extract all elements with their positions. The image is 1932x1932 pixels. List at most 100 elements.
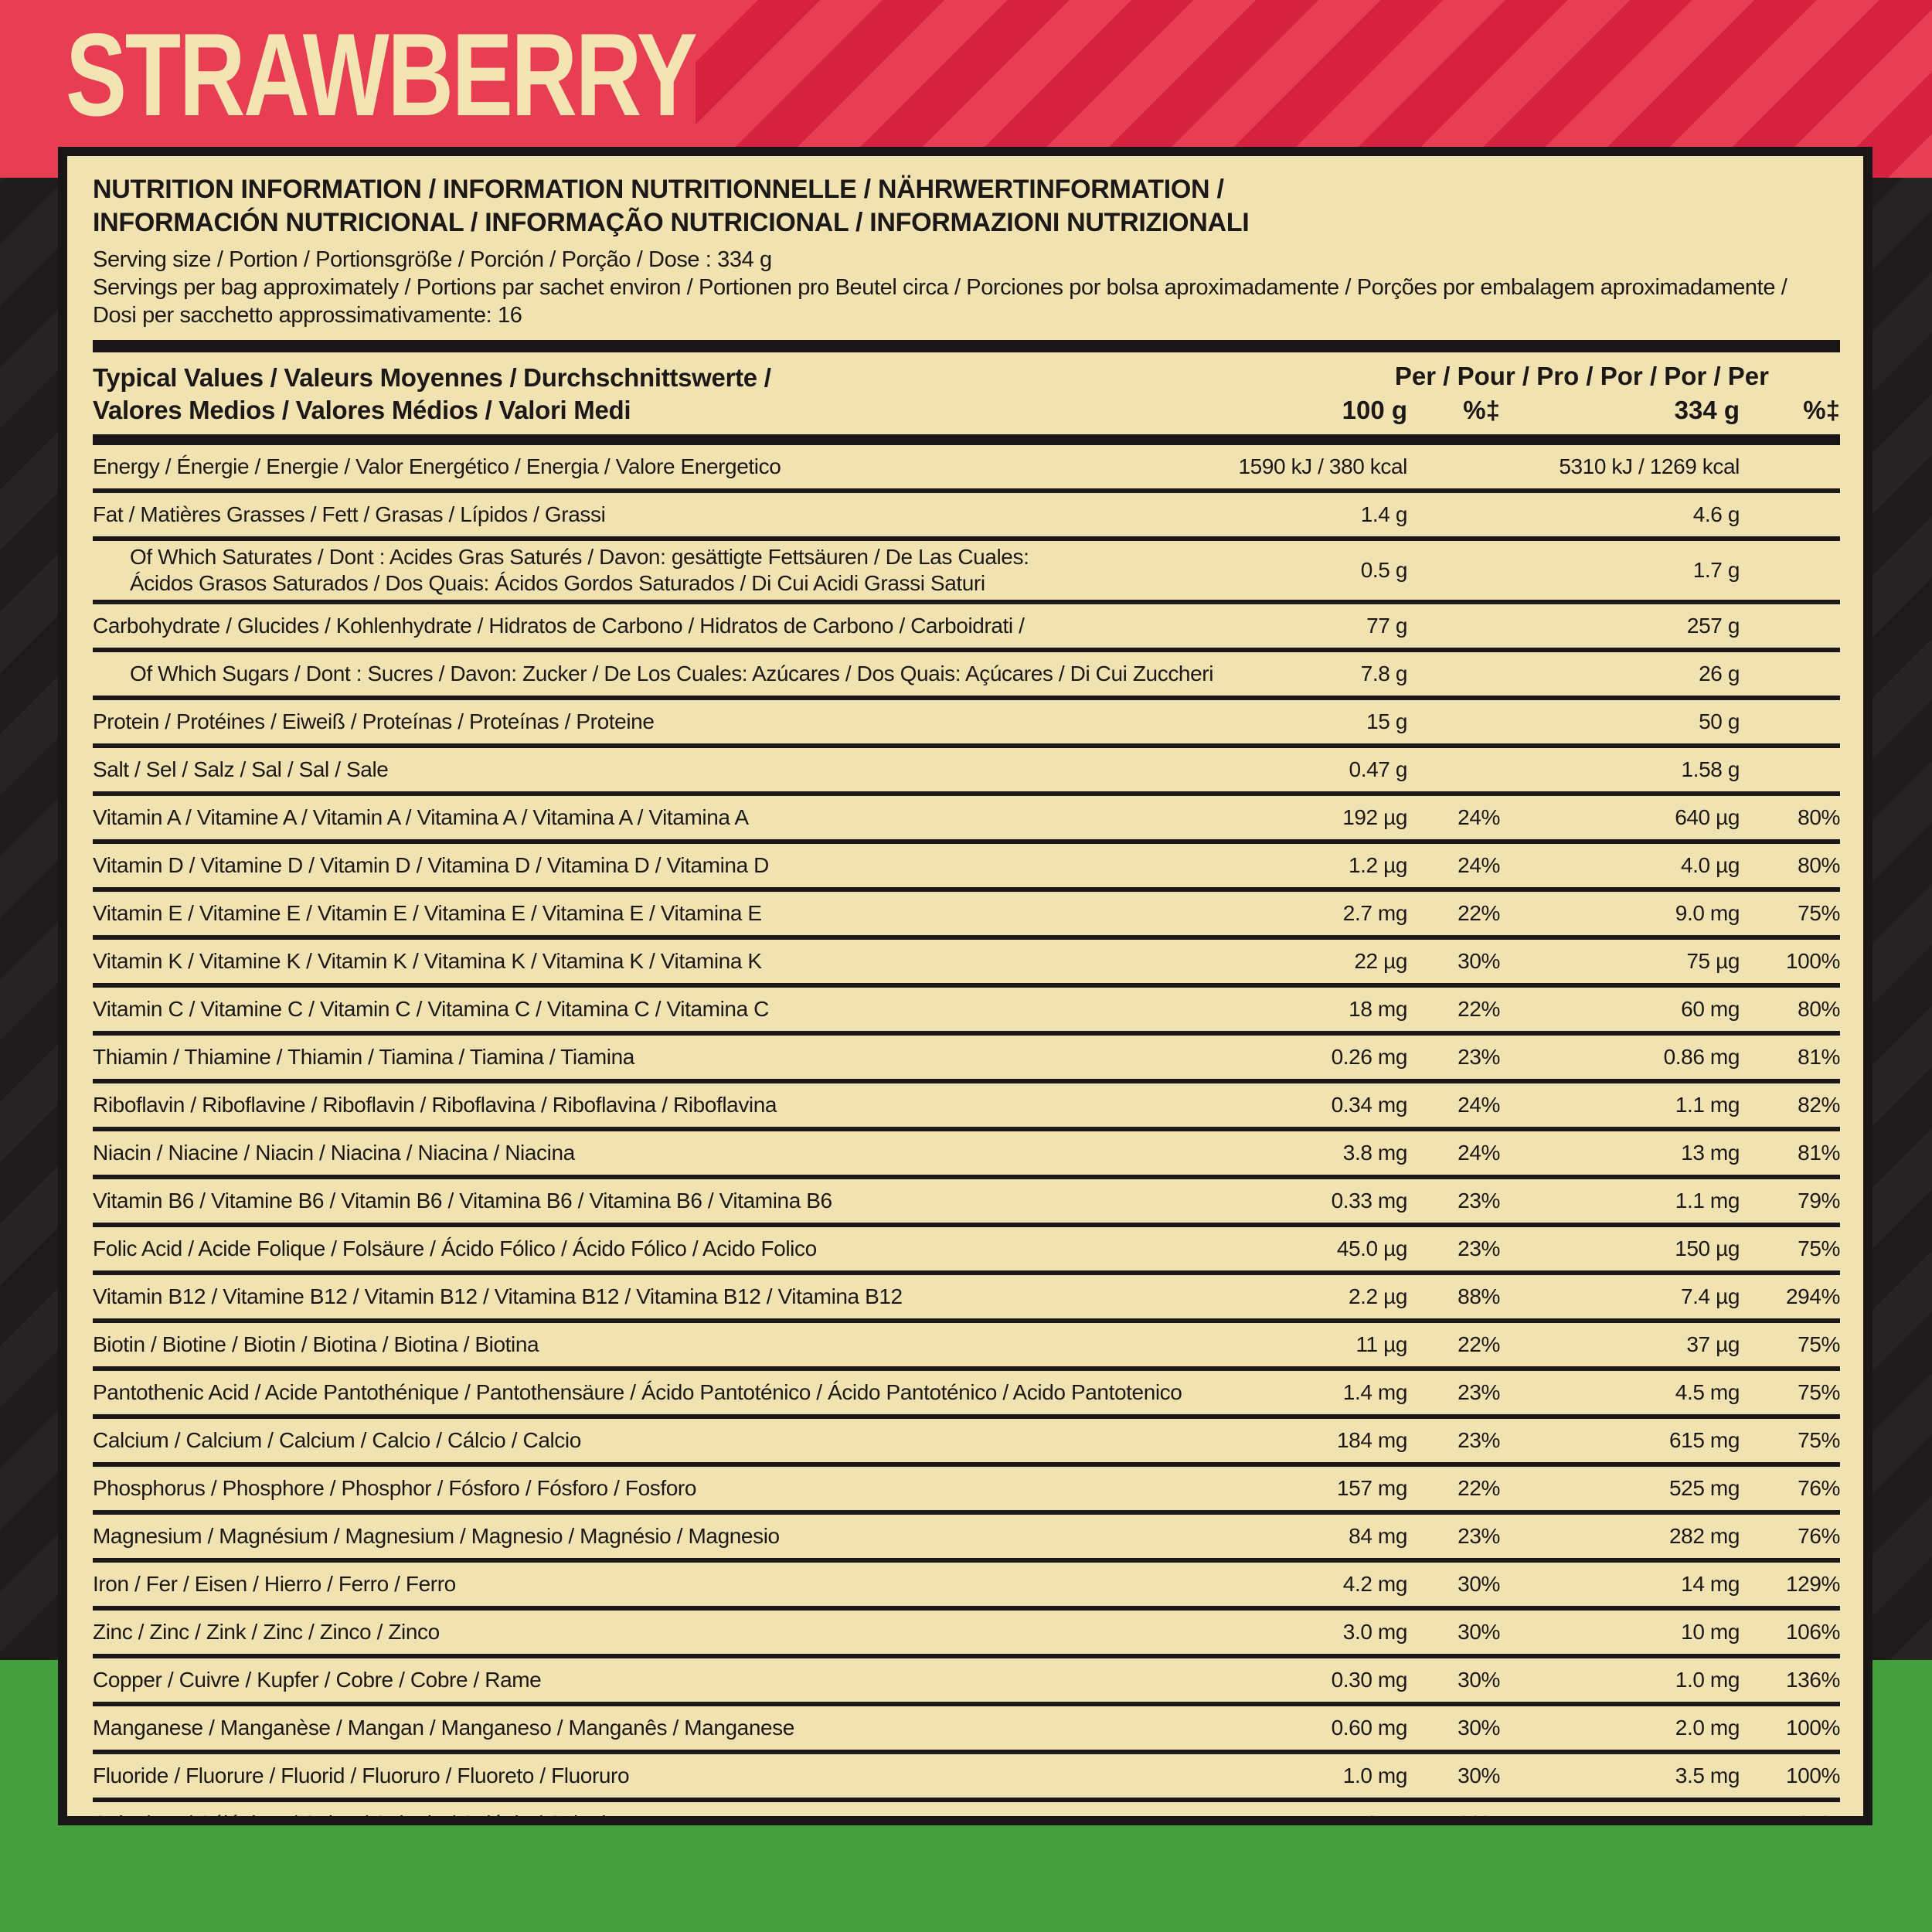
value-per-100g: 2.7 mg — [1342, 901, 1408, 925]
table-row: Selenium / Sélénium / Selen / Selenio / … — [93, 1798, 1840, 1825]
nutrient-label: Manganese / Manganèse / Mangan / Mangane… — [93, 1716, 794, 1740]
pct-per-100g: 24% — [1458, 853, 1500, 877]
value-per-334g: 3.5 mg — [1675, 1764, 1740, 1787]
nutrient-label: Vitamin B6 / Vitamine B6 / Vitamin B6 / … — [93, 1189, 832, 1213]
table-row: Calcium / Calcium / Calcium / Calcio / C… — [93, 1414, 1840, 1462]
table-row: Of Which Saturates / Dont : Acides Gras … — [93, 536, 1840, 600]
pct-per-100g: 30% — [1458, 1764, 1500, 1787]
pct-per-334g: 80% — [1798, 805, 1840, 829]
nutrient-label: Vitamin C / Vitamine C / Vitamin C / Vit… — [93, 997, 769, 1021]
value-per-334g: 14 mg — [1681, 1572, 1740, 1596]
divider — [93, 340, 1840, 352]
value-per-100g: 77 g — [1366, 614, 1407, 638]
table-row: Vitamin E / Vitamine E / Vitamin E / Vit… — [93, 887, 1840, 935]
pct-per-334g: 294% — [1785, 1284, 1840, 1308]
nutrient-label: Vitamin B12 / Vitamine B12 / Vitamin B12… — [93, 1284, 903, 1308]
nutrient-label: Selenium / Sélénium / Selen / Selenio / … — [93, 1811, 618, 1825]
flavor-title: STRAWBERRY — [66, 8, 873, 143]
pct-per-334g: 100% — [1785, 1716, 1840, 1740]
pct-per-100g: 22% — [1458, 1476, 1500, 1500]
pct-per-334g: 75% — [1798, 1380, 1840, 1404]
table-row: Iron / Fer / Eisen / Hierro / Ferro / Fe… — [93, 1558, 1840, 1606]
nutrient-label: Niacin / Niacine / Niacin / Niacina / Ni… — [93, 1141, 575, 1165]
serving-info: Serving size / Portion / Portionsgröße /… — [93, 246, 1840, 329]
value-per-100g: 192 µg — [1342, 805, 1407, 829]
nutrient-label: Riboflavin / Riboflavine / Riboflavin / … — [93, 1093, 777, 1117]
nutrient-label: Of Which Sugars / Dont : Sucres / Davon:… — [130, 662, 1214, 685]
table-row: Thiamin / Thiamine / Thiamin / Tiamina /… — [93, 1031, 1840, 1079]
nutrient-label: Iron / Fer / Eisen / Hierro / Ferro / Fe… — [93, 1572, 456, 1596]
value-per-334g: 37 µg — [1686, 1332, 1740, 1356]
value-per-334g: 9.0 mg — [1675, 901, 1740, 925]
table-row: Phosphorus / Phosphore / Phosphor / Fósf… — [93, 1462, 1840, 1510]
column-header-pct1: %‡ — [1463, 396, 1500, 424]
pct-per-100g: 30% — [1458, 1716, 1500, 1740]
table-row: Riboflavin / Riboflavine / Riboflavin / … — [93, 1079, 1840, 1127]
table-row: Energy / Énergie / Energie / Valor Energ… — [93, 445, 1840, 488]
pct-per-334g: 76% — [1798, 1524, 1840, 1548]
nutrient-label: Vitamin K / Vitamine K / Vitamin K / Vit… — [93, 949, 762, 973]
value-per-334g: 0.86 mg — [1663, 1045, 1740, 1069]
pct-per-334g: 82% — [1798, 1093, 1840, 1117]
pct-per-100g: 23% — [1458, 1236, 1500, 1260]
value-per-334g: 4.6 g — [1692, 502, 1740, 526]
pct-per-334g: 75% — [1798, 1428, 1840, 1452]
value-per-334g: 1.0 mg — [1675, 1668, 1740, 1692]
value-per-334g: 257 g — [1686, 614, 1740, 638]
pct-per-100g: 23% — [1458, 1380, 1500, 1404]
value-per-334g: 26 g — [1699, 662, 1740, 685]
nutrient-label: Fat / Matières Grasses / Fett / Grasas /… — [93, 502, 606, 526]
pct-per-100g: 30% — [1458, 1811, 1500, 1825]
nutrient-label: Protein / Protéines / Eiweiß / Proteínas… — [93, 709, 655, 733]
pct-per-334g: 76% — [1798, 1476, 1840, 1500]
value-per-100g: 1.2 µg — [1348, 853, 1407, 877]
pct-per-334g: 129% — [1785, 1572, 1840, 1596]
table-row: Vitamin A / Vitamine A / Vitamin A / Vit… — [93, 791, 1840, 839]
value-per-334g: 615 mg — [1669, 1428, 1740, 1452]
pct-per-334g: 81% — [1798, 1141, 1840, 1165]
value-per-100g: 184 mg — [1337, 1428, 1407, 1452]
table-row: Magnesium / Magnésium / Magnesium / Magn… — [93, 1510, 1840, 1558]
value-per-100g: 1590 kJ / 380 kcal — [1238, 454, 1408, 478]
value-per-334g: 1.58 g — [1681, 757, 1740, 781]
nutrient-label: Folic Acid / Acide Folique / Folsäure / … — [93, 1236, 817, 1260]
value-per-100g: 1.0 mg — [1342, 1764, 1408, 1787]
column-header-334g: 334 g — [1674, 396, 1740, 424]
pct-per-334g: 80% — [1798, 997, 1840, 1021]
nutrient-label: Salt / Sel / Salz / Sal / Sal / Sale — [93, 757, 389, 781]
servings-per-bag-line2: Dosi per sacchetto approssimativamente: … — [93, 303, 522, 328]
value-per-100g: 4.2 mg — [1342, 1572, 1408, 1596]
table-row: Vitamin C / Vitamine C / Vitamin C / Vit… — [93, 983, 1840, 1031]
value-per-334g: 50 g — [1699, 709, 1740, 733]
table-row: Carbohydrate / Glucides / Kohlenhydrate … — [93, 600, 1840, 648]
pct-per-334g: 136% — [1785, 1668, 1840, 1692]
pct-per-100g: 22% — [1458, 901, 1500, 925]
pct-per-334g: 106% — [1785, 1620, 1840, 1644]
nutrient-label: Phosphorus / Phosphore / Phosphor / Fósf… — [93, 1476, 696, 1500]
value-per-334g: 7.4 µg — [1680, 1284, 1740, 1308]
value-per-100g: 1.4 g — [1360, 502, 1408, 526]
typical-values-line1: Typical Values / Valeurs Moyennes / Durc… — [93, 363, 771, 392]
value-per-100g: 16 µg — [1354, 1811, 1407, 1825]
table-row: Protein / Protéines / Eiweiß / Proteínas… — [93, 696, 1840, 743]
value-per-334g: 282 mg — [1669, 1524, 1740, 1548]
pct-per-100g: 88% — [1458, 1284, 1500, 1308]
table-row: Biotin / Biotine / Biotin / Biotina / Bi… — [93, 1318, 1840, 1366]
pct-per-334g: 80% — [1798, 853, 1840, 877]
nutrient-label: Carbohydrate / Glucides / Kohlenhydrate … — [93, 614, 1025, 638]
nutrition-rows: Energy / Énergie / Energie / Valor Energ… — [93, 445, 1840, 1825]
value-per-100g: 2.2 µg — [1348, 1284, 1407, 1308]
nutrient-label: Pantothenic Acid / Acide Pantothénique /… — [93, 1380, 1182, 1404]
value-per-100g: 0.34 mg — [1331, 1093, 1408, 1117]
table-row: Vitamin K / Vitamine K / Vitamin K / Vit… — [93, 935, 1840, 983]
table-row: Vitamin D / Vitamine D / Vitamin D / Vit… — [93, 839, 1840, 887]
table-row: Manganese / Manganèse / Mangan / Mangane… — [93, 1702, 1840, 1750]
nutrition-panel: NUTRITION INFORMATION / INFORMATION NUTR… — [58, 147, 1872, 1825]
value-per-334g: 60 mg — [1681, 997, 1740, 1021]
value-per-334g: 525 mg — [1669, 1476, 1740, 1500]
nutrient-label: Copper / Cuivre / Kupfer / Cobre / Cobre… — [93, 1668, 542, 1692]
pct-per-100g: 24% — [1458, 805, 1500, 829]
pct-per-100g: 24% — [1458, 1093, 1500, 1117]
value-per-100g: 7.8 g — [1360, 662, 1408, 685]
value-per-100g: 84 mg — [1349, 1524, 1407, 1548]
